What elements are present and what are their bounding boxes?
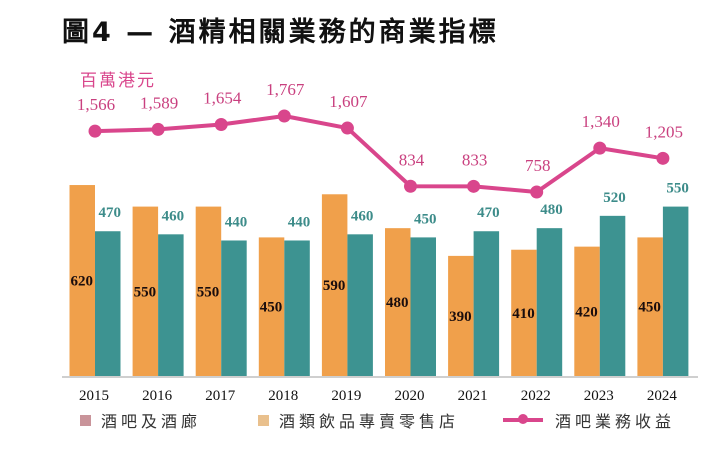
data-label-liquor-store-2022: 410 [512,306,535,322]
x-ticks-group: 2015 2016 2017 2018 2019 2020 2021 2022 2023 2024 [79,388,677,404]
data-label-liquor-store-2021: 390 [449,309,472,325]
bar-liquor-store-2024 [637,237,663,376]
x-tick-label-2015: 2015 [79,388,109,404]
chart-title: 圖4 — 酒精相關業務的商業指標 [62,17,499,48]
x-tick-label-2017: 2017 [205,388,236,404]
revenue-label-2015: 1,566 [77,95,115,114]
bar-bar-lounge-2018 [284,240,310,376]
data-label-bar-lounge-2015: 470 [99,205,122,221]
bar-bar-lounge-2019 [347,234,373,376]
x-tick-label-2024: 2024 [647,388,678,404]
legend-item-liquor-stores: 酒類飲品專賣零售店 [258,408,459,432]
bar-bar-lounge-2015 [95,231,121,376]
revenue-label-2024: 1,205 [645,122,683,141]
legend-label: 酒吧業務收益 [555,412,676,431]
data-label-bar-lounge-2017: 440 [225,214,248,230]
bar-bar-lounge-2016 [158,234,184,376]
legend-line-swatch [503,414,543,426]
revenue-label-2021: 833 [462,150,488,169]
data-label-liquor-store-2017: 550 [197,284,220,300]
revenue-point-2022 [530,185,544,199]
line-series-group [88,109,670,199]
data-label-bar-lounge-2018: 440 [288,214,311,230]
bar-liquor-store-2023 [574,246,600,376]
data-label-liquor-store-2018: 450 [260,300,283,316]
data-label-bar-lounge-2020: 450 [414,211,437,227]
bar-liquor-store-2015 [69,185,95,376]
revenue-label-2020: 834 [399,150,425,169]
x-tick-label-2022: 2022 [521,388,551,404]
unit-label: 百萬港元 [80,71,156,91]
bar-liquor-store-2017 [195,206,222,376]
legend-label: 酒吧及酒廊 [101,412,202,431]
data-label-liquor-store-2015: 620 [71,274,94,290]
revenue-line [94,114,664,194]
data-label-liquor-store-2016: 550 [134,284,157,300]
revenue-point-2021 [467,179,481,193]
x-tick-label-2018: 2018 [268,388,298,404]
labels-group: 620 470 550 460 550 440 450 440 590 460 480 450 390 4… [71,80,689,325]
legend-swatch [258,414,269,426]
x-tick-label-2021: 2021 [458,388,488,404]
data-label-liquor-store-2020: 480 [386,295,409,311]
x-tick-label-2020: 2020 [395,388,425,404]
data-label-bar-lounge-2023: 520 [603,190,626,206]
bar-bar-lounge-2024 [662,206,689,376]
revenue-label-2018: 1,767 [266,80,305,99]
revenue-point-2018 [277,109,291,123]
revenue-point-2017 [214,118,228,132]
data-label-bar-lounge-2019: 460 [351,208,374,224]
data-label-bar-lounge-2016: 460 [162,208,185,224]
data-label-bar-lounge-2024: 550 [666,181,689,197]
bars-group [69,185,689,376]
bar-liquor-store-2020 [385,228,411,376]
revenue-point-2020 [404,179,417,193]
data-label-bar-lounge-2022: 480 [540,202,563,218]
bar-bar-lounge-2020 [410,237,436,376]
bar-bar-lounge-2023 [599,215,626,376]
x-tick-label-2019: 2019 [331,388,361,404]
revenue-point-2023 [593,141,607,155]
data-label-liquor-store-2024: 450 [638,300,661,316]
revenue-point-2024 [656,151,670,165]
x-tick-label-2023: 2023 [584,388,614,404]
legend-swatch [80,414,91,426]
legend-item-bars-lounges: 酒吧及酒廊 [80,408,201,432]
revenue-label-2017: 1,654 [203,89,242,108]
bar-liquor-store-2016 [132,206,159,376]
data-label-liquor-store-2023: 420 [575,304,598,320]
bar-bar-lounge-2017 [221,240,247,376]
bar-liquor-store-2022 [511,249,537,376]
legend: 酒吧及酒廊 酒類飲品專賣零售店 酒吧業務收益 [80,408,700,432]
bar-liquor-store-2021 [448,255,474,376]
bar-bar-lounge-2022 [536,228,563,376]
bar-liquor-store-2018 [258,237,285,376]
revenue-point-2016 [151,122,165,136]
data-label-bar-lounge-2021: 470 [477,205,500,221]
revenue-label-2016: 1,589 [140,93,178,112]
legend-label: 酒類飲品專賣零售店 [279,412,460,431]
bar-bar-lounge-2021 [473,231,500,376]
revenue-label-2019: 1,607 [329,92,368,111]
revenue-point-2019 [340,121,354,135]
x-tick-label-2016: 2016 [142,388,173,404]
revenue-point-2015 [88,124,102,138]
revenue-label-2022: 758 [525,156,551,175]
bar-liquor-store-2019 [321,194,348,376]
revenue-label-2023: 1,340 [582,112,620,131]
data-label-liquor-store-2019: 590 [323,278,346,294]
legend-item-bar-revenue: 酒吧業務收益 [503,408,675,432]
